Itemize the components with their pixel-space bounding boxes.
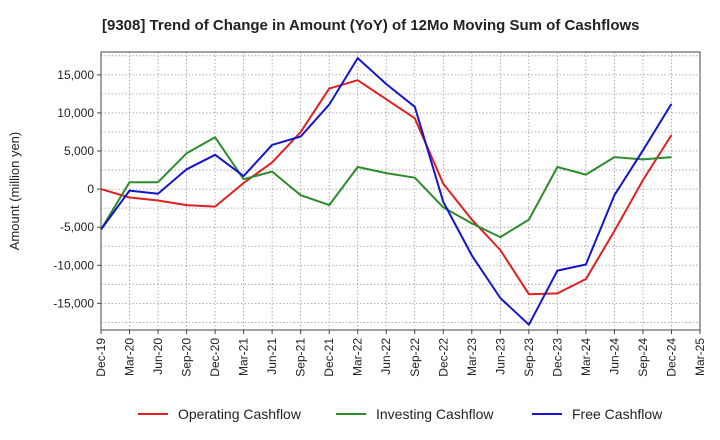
y-axis-ticks: 15,000 10,000 5,000 0 -5,000 -10,000 -15,000 <box>53 68 101 310</box>
grid-lines <box>100 52 701 330</box>
y-tick-label: 15,000 <box>57 68 94 82</box>
x-tick-label: Dec-24 <box>664 338 678 377</box>
x-tick-label: Mar-25 <box>693 338 707 376</box>
x-tick-label: Jun-21 <box>265 338 279 375</box>
x-tick-label: Mar-21 <box>237 338 251 376</box>
plot-frame <box>100 51 701 331</box>
x-tick-label: Dec-22 <box>436 338 450 377</box>
x-tick-label: Sep-20 <box>180 338 194 377</box>
x-tick-label: Jun-22 <box>379 338 393 375</box>
x-tick-label: Dec-20 <box>208 338 222 377</box>
y-tick-label: 5,000 <box>64 144 94 158</box>
legend: Operating Cashflow Investing Cashflow Free… <box>138 406 663 422</box>
x-tick-label: Sep-23 <box>522 338 536 377</box>
chart-title: [9308] Trend of Change in Amount (YoY) o… <box>102 17 640 34</box>
x-axis-ticks: Dec-19 Mar-20 Jun-20 Sep-20 Dec-20 Mar-21 Jun-… <box>94 330 707 377</box>
x-tick-label: Dec-21 <box>322 338 336 377</box>
x-tick-label: Jun-24 <box>607 338 621 375</box>
operating-cashflow-line <box>100 79 673 296</box>
y-tick-label: -5,000 <box>60 220 94 234</box>
free-cashflow-line <box>100 57 673 326</box>
operating-cashflow-legend-label: Operating Cashflow <box>178 406 302 422</box>
free-cashflow-legend-label: Free Cashflow <box>572 406 663 422</box>
x-tick-label: Jun-23 <box>493 338 507 375</box>
x-tick-label: Jun-20 <box>151 338 165 375</box>
x-tick-label: Dec-23 <box>550 338 564 377</box>
y-axis-label: Amount (million yen) <box>7 132 22 251</box>
x-tick-label: Dec-19 <box>94 338 108 377</box>
x-tick-label: Mar-23 <box>465 338 479 376</box>
x-tick-label: Mar-22 <box>351 338 365 376</box>
x-tick-label: Mar-24 <box>579 338 593 376</box>
y-tick-label: 10,000 <box>57 106 94 120</box>
x-tick-label: Sep-22 <box>408 338 422 377</box>
investing-cashflow-legend-label: Investing Cashflow <box>376 406 494 422</box>
y-tick-label: 0 <box>87 182 94 196</box>
series-lines <box>100 57 673 326</box>
plot-area <box>101 52 700 330</box>
x-tick-label: Sep-24 <box>636 338 650 377</box>
x-tick-label: Mar-20 <box>123 338 137 376</box>
y-tick-label: -10,000 <box>53 258 94 272</box>
investing-cashflow-line <box>100 136 672 239</box>
y-tick-label: -15,000 <box>53 296 94 310</box>
x-tick-label: Sep-21 <box>294 338 308 377</box>
